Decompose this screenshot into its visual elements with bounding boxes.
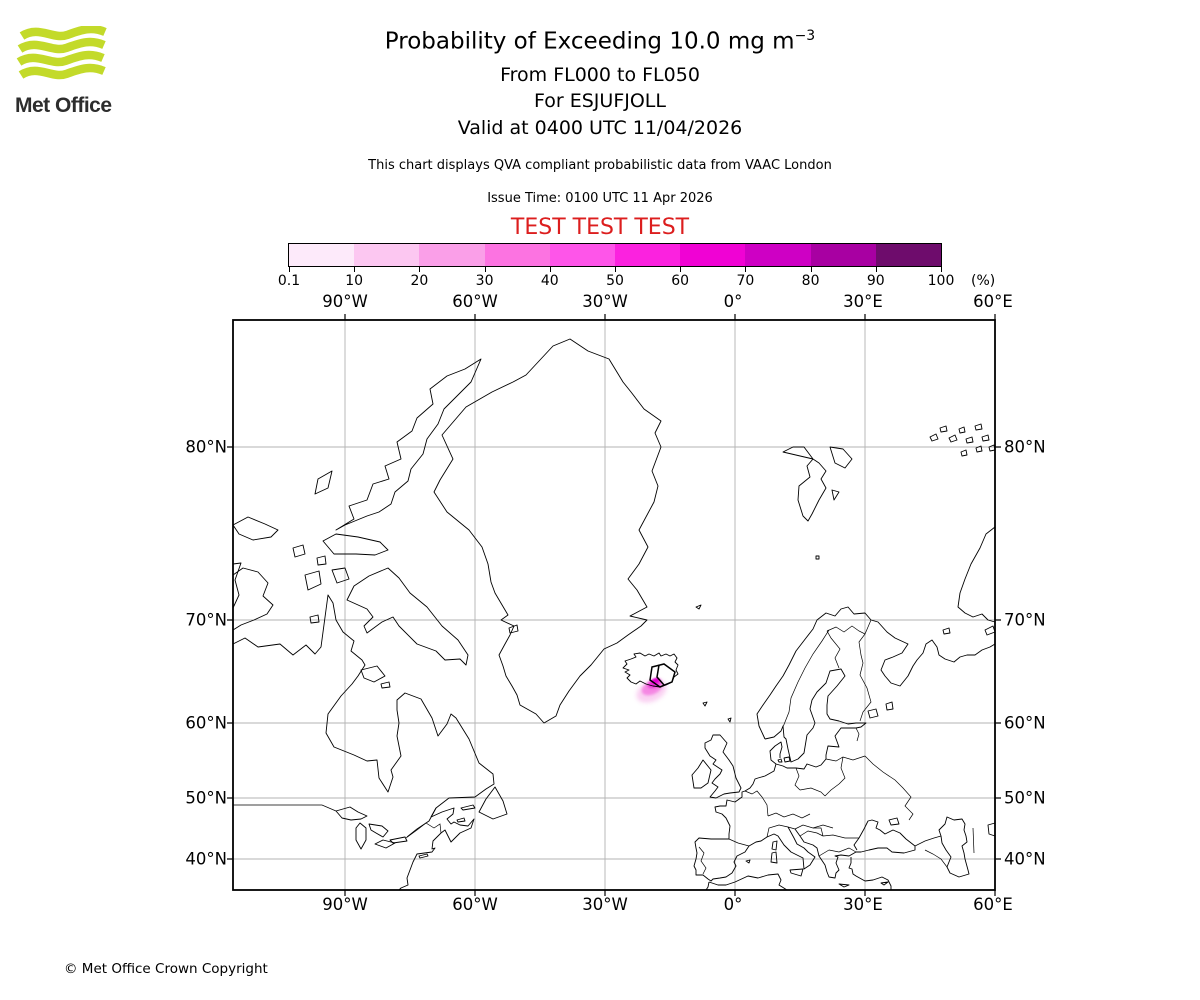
colorbar-unit: (%): [971, 273, 996, 289]
graticule-grid: [233, 320, 995, 890]
copyright-notice: © Met Office Crown Copyright: [64, 961, 268, 977]
lat-label-right: 70°N: [1004, 610, 1046, 630]
colorbar-tick-label: 60: [671, 273, 690, 289]
colorbar-segment: [810, 244, 876, 266]
valid-time-subtitle: Valid at 0400 UTC 11/04/2026: [457, 117, 743, 139]
lon-label-top: 30°E: [843, 292, 883, 311]
coastlines: [232, 338, 996, 891]
lon-label-top: 60°W: [452, 292, 498, 311]
colorbar-tick-label: 0.1: [277, 273, 301, 289]
colorbar-tick: [810, 266, 812, 272]
colorbar-tick: [484, 266, 486, 272]
met-office-logo: Met Office: [15, 24, 125, 118]
lat-label-right: 60°N: [1004, 713, 1046, 733]
lat-label-left: 80°N: [185, 437, 227, 457]
colorbar-segment: [289, 244, 355, 266]
axis-ticks: [227, 314, 1001, 896]
colorbar-segment: [615, 244, 681, 266]
colorbar-segment: [419, 244, 485, 266]
colorbar-tick: [549, 266, 551, 272]
lat-label-left: 60°N: [185, 713, 227, 733]
lat-label-right: 80°N: [1004, 437, 1046, 457]
lat-label-left: 70°N: [185, 610, 227, 630]
colorbar-tick-label: 100: [927, 273, 955, 289]
north-atlantic-map: [227, 314, 1001, 896]
ash-probability-plume: [636, 677, 667, 703]
colorbar-tick: [875, 266, 877, 272]
colorbar-tick-label: 50: [606, 273, 624, 289]
colorbar-segment: [745, 244, 811, 266]
colorbar-segment: [875, 244, 942, 266]
colorbar-tick: [680, 266, 682, 272]
colorbar-tick-label: 70: [736, 273, 755, 289]
volcano-source-polygon: [649, 663, 676, 688]
qva-note: This chart displays QVA compliant probab…: [368, 158, 832, 173]
issue-time: Issue Time: 0100 UTC 11 Apr 2026: [487, 191, 713, 206]
page-title: Probability of Exceeding 10.0 mg m−3: [0, 28, 1200, 55]
met-office-logo-text: Met Office: [15, 94, 112, 117]
colorbar-tick: [615, 266, 616, 272]
colorbar-tick-label: 10: [345, 273, 364, 289]
country-borders: [233, 619, 975, 875]
lon-label-bottom: 30°W: [582, 895, 628, 914]
lon-label-top: 30°W: [582, 292, 628, 311]
lon-label-top: 90°W: [322, 292, 368, 311]
colorbar-tick: [745, 266, 747, 272]
test-banner: TEST TEST TEST: [510, 215, 690, 240]
colorbar-segment: [549, 244, 616, 266]
colorbar-tick: [289, 266, 290, 272]
colorbar-tick-label: 30: [475, 273, 494, 289]
lon-label-bottom: 60°W: [452, 895, 498, 914]
colorbar-segments: [289, 244, 942, 266]
colorbar-segment: [354, 244, 420, 266]
colorbar-tick: [941, 266, 942, 272]
page-title-text: Probability of Exceeding 10.0 mg m: [384, 28, 795, 55]
lat-label-right: 50°N: [1004, 788, 1046, 808]
volcano-subtitle: For ESJUFJOLL: [534, 90, 666, 112]
lon-label-bottom: 0°: [723, 895, 743, 914]
colorbar-tick: [354, 266, 356, 272]
probability-colorbar: 0.1 10 20 30 40 50 60 70 80 90 100 (%): [278, 243, 995, 289]
lon-label-bottom: 60°E: [973, 895, 1013, 914]
colorbar-segment: [680, 244, 746, 266]
flight-level-subtitle: From FL000 to FL050: [500, 64, 700, 86]
map-frame: [232, 319, 996, 891]
colorbar-segment: [484, 244, 550, 266]
lat-label-left: 50°N: [185, 788, 227, 808]
met-office-waves-icon: [16, 24, 107, 80]
colorbar-tick-label: 90: [866, 273, 885, 289]
page-title-superscript: −3: [794, 28, 816, 44]
lon-label-bottom: 30°E: [843, 895, 883, 914]
colorbar-tick-label: 40: [540, 273, 559, 289]
colorbar-tick-label: 20: [410, 273, 429, 289]
lon-label-top: 0°: [723, 292, 743, 311]
colorbar-tick: [419, 266, 421, 272]
lon-label-bottom: 90°W: [322, 895, 368, 914]
lon-label-top: 60°E: [973, 292, 1013, 311]
colorbar-tick-label: 80: [801, 273, 820, 289]
lat-label-right: 40°N: [1004, 849, 1046, 869]
lat-label-left: 40°N: [185, 849, 227, 869]
